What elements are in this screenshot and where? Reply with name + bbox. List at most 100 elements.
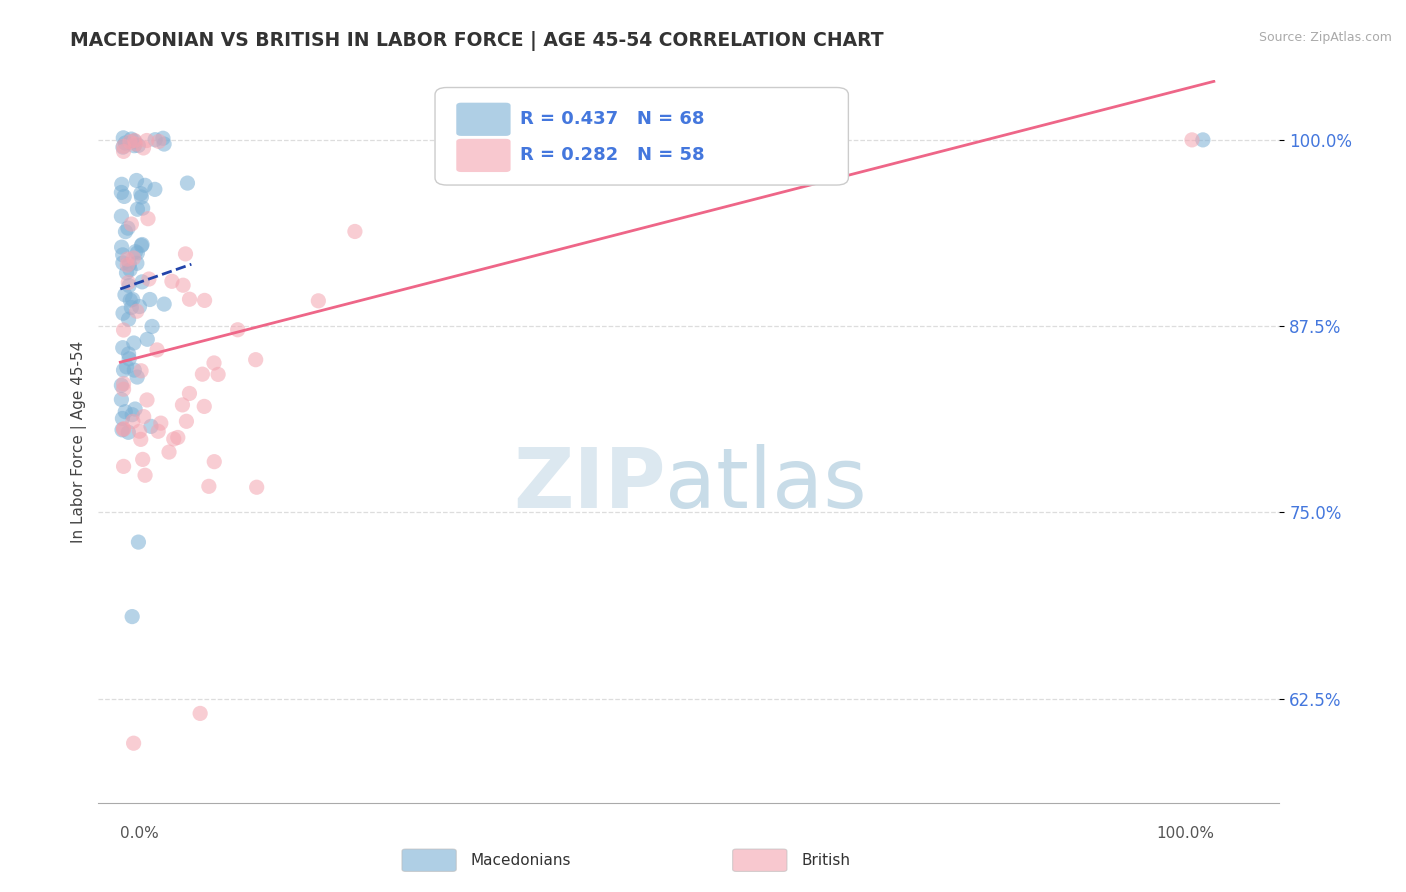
Point bbox=[122, 414, 145, 428]
Text: atlas: atlas bbox=[665, 444, 868, 525]
Point bbox=[115, 359, 138, 374]
Point bbox=[124, 363, 146, 377]
Point bbox=[114, 405, 136, 419]
Point bbox=[125, 173, 148, 187]
Point bbox=[131, 237, 153, 252]
Point bbox=[1192, 133, 1215, 147]
Point bbox=[131, 452, 153, 467]
FancyBboxPatch shape bbox=[402, 849, 457, 871]
Point bbox=[134, 468, 156, 483]
Point bbox=[120, 132, 142, 146]
Point bbox=[111, 341, 134, 355]
Point bbox=[136, 211, 159, 226]
Point bbox=[110, 392, 132, 407]
Point bbox=[124, 244, 146, 259]
Point bbox=[194, 293, 217, 308]
Point bbox=[118, 135, 141, 149]
Point bbox=[136, 392, 159, 407]
FancyBboxPatch shape bbox=[733, 849, 787, 871]
FancyBboxPatch shape bbox=[457, 139, 510, 172]
Text: Macedonians: Macedonians bbox=[471, 853, 571, 868]
Point bbox=[112, 131, 135, 145]
Point bbox=[131, 190, 153, 204]
Point bbox=[166, 430, 188, 444]
Point bbox=[122, 336, 145, 351]
Point bbox=[157, 445, 180, 459]
Point bbox=[122, 251, 145, 265]
Text: Source: ZipAtlas.com: Source: ZipAtlas.com bbox=[1258, 31, 1392, 45]
Point bbox=[112, 189, 135, 203]
Point bbox=[148, 135, 170, 149]
Point bbox=[111, 248, 134, 262]
Point bbox=[174, 247, 197, 261]
Point bbox=[149, 416, 172, 430]
Point bbox=[141, 319, 163, 334]
Point bbox=[114, 225, 136, 239]
Point bbox=[207, 368, 229, 382]
Point bbox=[124, 136, 146, 151]
Point bbox=[114, 136, 136, 150]
Point bbox=[160, 274, 183, 288]
Point bbox=[163, 432, 186, 446]
Point bbox=[202, 455, 225, 469]
Point bbox=[114, 288, 136, 302]
Point bbox=[110, 186, 132, 200]
Point bbox=[127, 535, 149, 549]
Point bbox=[110, 209, 132, 223]
Point bbox=[122, 736, 145, 750]
Point bbox=[129, 186, 152, 201]
Text: R = 0.437   N = 68: R = 0.437 N = 68 bbox=[520, 111, 704, 128]
Point bbox=[132, 141, 155, 155]
Text: MACEDONIAN VS BRITISH IN LABOR FORCE | AGE 45-54 CORRELATION CHART: MACEDONIAN VS BRITISH IN LABOR FORCE | A… bbox=[70, 31, 884, 51]
Point bbox=[124, 402, 146, 417]
Point bbox=[129, 364, 152, 378]
Point bbox=[172, 398, 194, 412]
Point bbox=[122, 138, 145, 153]
Point bbox=[128, 424, 150, 438]
Point bbox=[117, 221, 139, 235]
Point bbox=[117, 276, 139, 290]
Point bbox=[128, 300, 150, 314]
Point bbox=[129, 433, 152, 447]
FancyBboxPatch shape bbox=[434, 87, 848, 185]
Point bbox=[118, 278, 141, 293]
Point bbox=[117, 347, 139, 361]
Point bbox=[125, 256, 148, 270]
Point bbox=[110, 378, 132, 392]
Text: ZIP: ZIP bbox=[513, 444, 665, 525]
Point bbox=[120, 217, 142, 231]
Point bbox=[117, 252, 139, 267]
FancyBboxPatch shape bbox=[457, 103, 510, 136]
Point bbox=[179, 386, 201, 401]
Point bbox=[172, 278, 194, 293]
Point bbox=[246, 480, 269, 494]
Point bbox=[110, 240, 132, 254]
Point bbox=[131, 275, 153, 289]
Point bbox=[111, 306, 134, 320]
Point bbox=[176, 176, 198, 190]
Point bbox=[136, 332, 159, 346]
Point bbox=[112, 139, 135, 153]
Point bbox=[148, 425, 170, 439]
Point bbox=[127, 246, 149, 260]
Point bbox=[146, 343, 169, 357]
Text: R = 0.282   N = 58: R = 0.282 N = 58 bbox=[520, 146, 704, 164]
Point bbox=[143, 133, 166, 147]
Point bbox=[127, 370, 149, 384]
Point bbox=[117, 312, 139, 326]
Point bbox=[226, 323, 249, 337]
Y-axis label: In Labor Force | Age 45-54: In Labor Force | Age 45-54 bbox=[72, 341, 87, 542]
Point bbox=[179, 292, 201, 306]
Point bbox=[127, 138, 149, 153]
Point bbox=[112, 376, 135, 391]
Point bbox=[117, 425, 139, 440]
Point bbox=[121, 408, 143, 422]
Point bbox=[112, 422, 135, 436]
Point bbox=[131, 201, 153, 215]
Point bbox=[193, 400, 215, 414]
Point bbox=[111, 140, 134, 154]
Point bbox=[152, 131, 174, 145]
Point bbox=[118, 351, 141, 366]
Point bbox=[112, 382, 135, 396]
Point bbox=[120, 293, 142, 308]
